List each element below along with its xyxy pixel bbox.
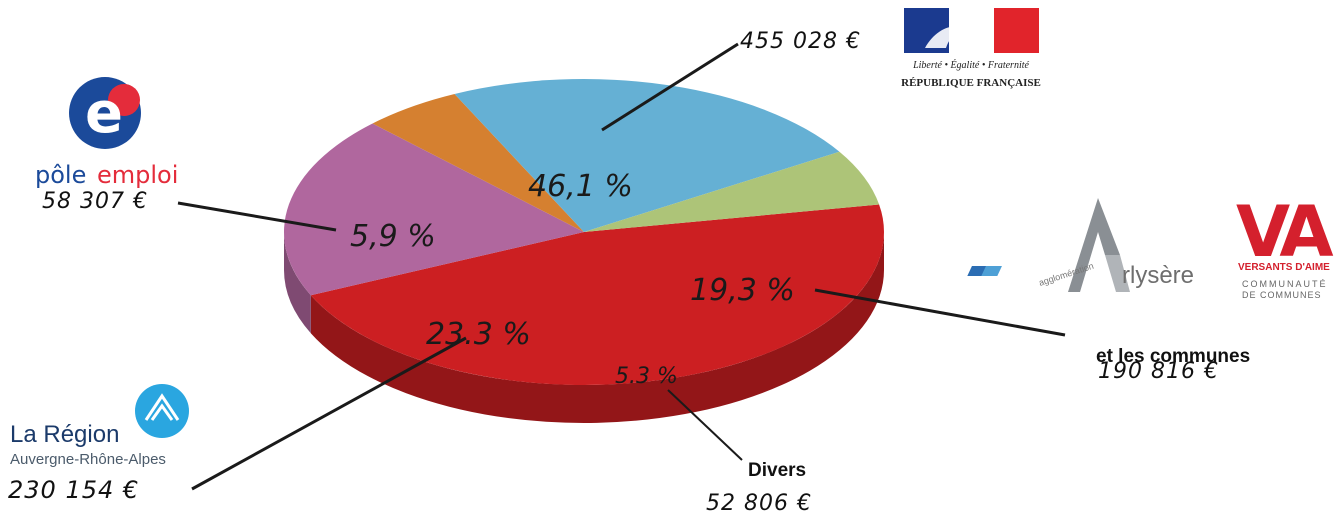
slice-label-region: 23.3 % xyxy=(426,317,531,352)
slice-etat xyxy=(310,204,885,386)
pie-3d-sides xyxy=(284,232,884,424)
leader-line-region xyxy=(191,336,467,491)
name-label-divers: Divers xyxy=(748,460,806,481)
republique-name: RÉPUBLIQUE FRANÇAISE xyxy=(901,77,1041,89)
slice-side-etat xyxy=(310,232,884,424)
pole-emploi-word1: pôle xyxy=(35,161,86,189)
slice-label-divers: 5.3 % xyxy=(615,364,678,389)
pie-slices xyxy=(284,78,885,386)
la-region-name: La Région xyxy=(10,421,119,448)
slice-side-communes xyxy=(284,232,311,334)
name-label-communes: et les communes xyxy=(1096,346,1250,367)
versants-line2: COMMUNAUTÉ xyxy=(1242,279,1328,289)
amount-label-divers: 52 806 € xyxy=(706,491,812,516)
slice-divers xyxy=(372,93,584,232)
arlysere-prefix: agglomération xyxy=(1038,261,1095,288)
amount-label-communes: 190 816 € xyxy=(1098,359,1219,384)
leader-line-pole xyxy=(177,201,337,232)
pole-emploi-logo: e pôle emploi xyxy=(35,77,178,189)
amount-label-pole: 58 307 € xyxy=(42,189,148,214)
la-region-sub: Auvergne-Rhône-Alpes xyxy=(10,451,166,468)
versants-mark: VA xyxy=(1236,191,1333,273)
versants-daime-logo: VA VERSANTS D'AIME COMMUNAUTÉ DE COMMUNE… xyxy=(1236,191,1339,300)
leader-lines xyxy=(177,42,1066,491)
amount-label-etat: 455 028 € xyxy=(740,29,861,54)
arlysere-logo: agglomération rlysère xyxy=(967,198,1194,292)
amount-label-region: 230 154 € xyxy=(8,476,139,504)
leader-line-etat xyxy=(601,42,739,132)
slice-communes xyxy=(284,123,584,296)
versants-line1: VERSANTS D'AIME xyxy=(1238,262,1330,273)
pole-emploi-letter: e xyxy=(85,81,123,146)
la-region-logo: La Région Auvergne-Rhône-Alpes xyxy=(10,384,189,468)
slice-label-communes: 19,3 % xyxy=(690,273,795,308)
leader-line-communes xyxy=(814,288,1066,337)
republique-motto: Liberté • Égalité • Fraternité xyxy=(912,59,1029,71)
arlysere-name: rlysère xyxy=(1122,262,1194,289)
slice-pole xyxy=(584,151,880,232)
slice-region xyxy=(454,78,840,233)
pole-emploi-word2: emploi xyxy=(97,161,178,189)
slice-label-pole: 5,9 % xyxy=(350,219,436,254)
leader-line-divers xyxy=(667,389,743,461)
versants-line3: DE COMMUNES xyxy=(1242,290,1322,300)
slice-label-etat: 46,1 % xyxy=(528,169,633,204)
republique-francaise-logo: Liberté • Égalité • Fraternité RÉPUBLIQU… xyxy=(901,8,1041,89)
